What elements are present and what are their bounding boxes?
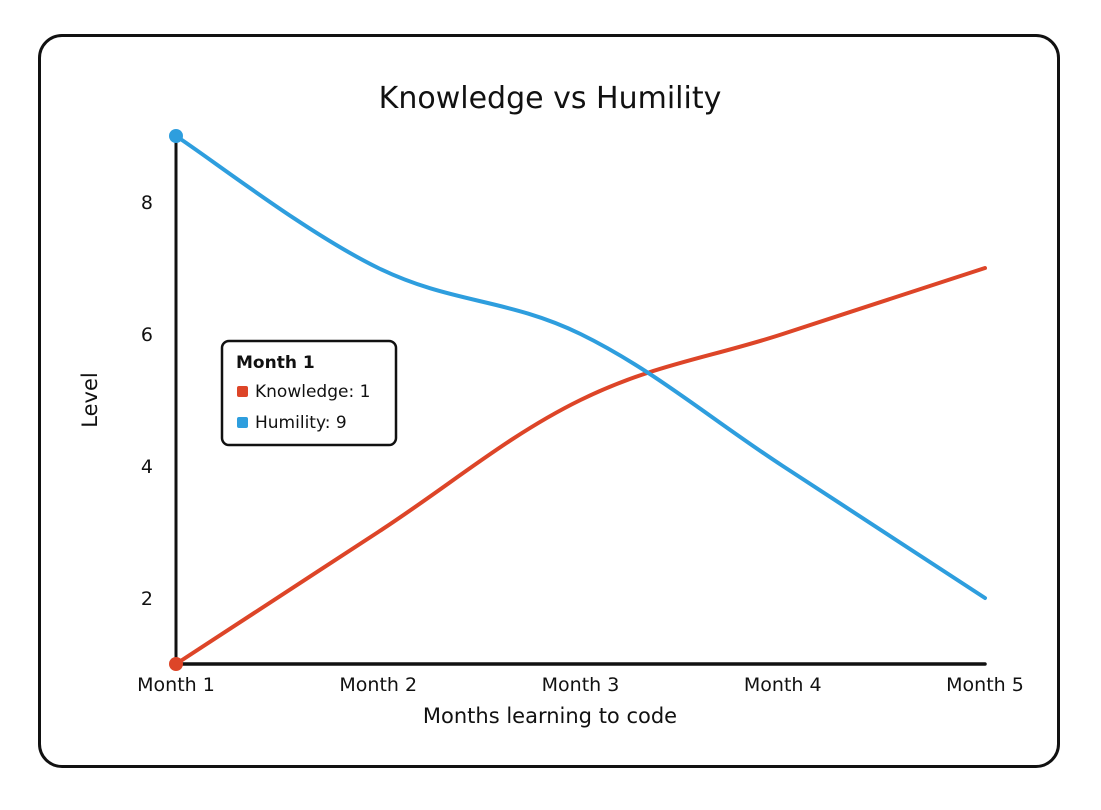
- chart-title: Knowledge vs Humility: [379, 81, 722, 116]
- x-tick-label: Month 2: [339, 674, 417, 696]
- active-point-markers: [169, 129, 183, 671]
- series-line-humility: [174, 134, 987, 600]
- active-point-knowledge[interactable]: [169, 657, 183, 671]
- tooltip-swatch-humility: [237, 417, 248, 428]
- x-axis-label: Months learning to code: [423, 704, 677, 728]
- tooltip-item-humility: Humility: 9: [255, 413, 347, 433]
- tooltip-item-knowledge: Knowledge: 1: [255, 382, 370, 402]
- y-tick-label: 6: [141, 324, 153, 346]
- y-tick-label: 8: [141, 192, 153, 214]
- tooltip-swatch-knowledge: [237, 386, 248, 397]
- x-tick-label: Month 4: [744, 674, 822, 696]
- y-tick-label: 2: [141, 588, 153, 610]
- y-tick-labels: 2 4 6 8: [141, 192, 153, 610]
- hover-tooltip: Month 1 Knowledge: 1 Humility: 9: [220, 339, 398, 447]
- series-lines: [174, 134, 987, 666]
- x-tick-label: Month 5: [946, 674, 1024, 696]
- axes: [174, 134, 987, 666]
- series-line-knowledge: [174, 266, 987, 666]
- x-tick-label: Month 3: [542, 674, 620, 696]
- y-axis-label: Level: [78, 372, 102, 427]
- y-tick-label: 4: [141, 456, 153, 478]
- x-tick-label: Month 1: [137, 674, 215, 696]
- tooltip-box: [220, 339, 398, 447]
- x-tick-labels: Month 1 Month 2 Month 3 Month 4 Month 5: [137, 674, 1024, 696]
- active-point-humility[interactable]: [169, 129, 183, 143]
- tooltip-title: Month 1: [236, 353, 315, 373]
